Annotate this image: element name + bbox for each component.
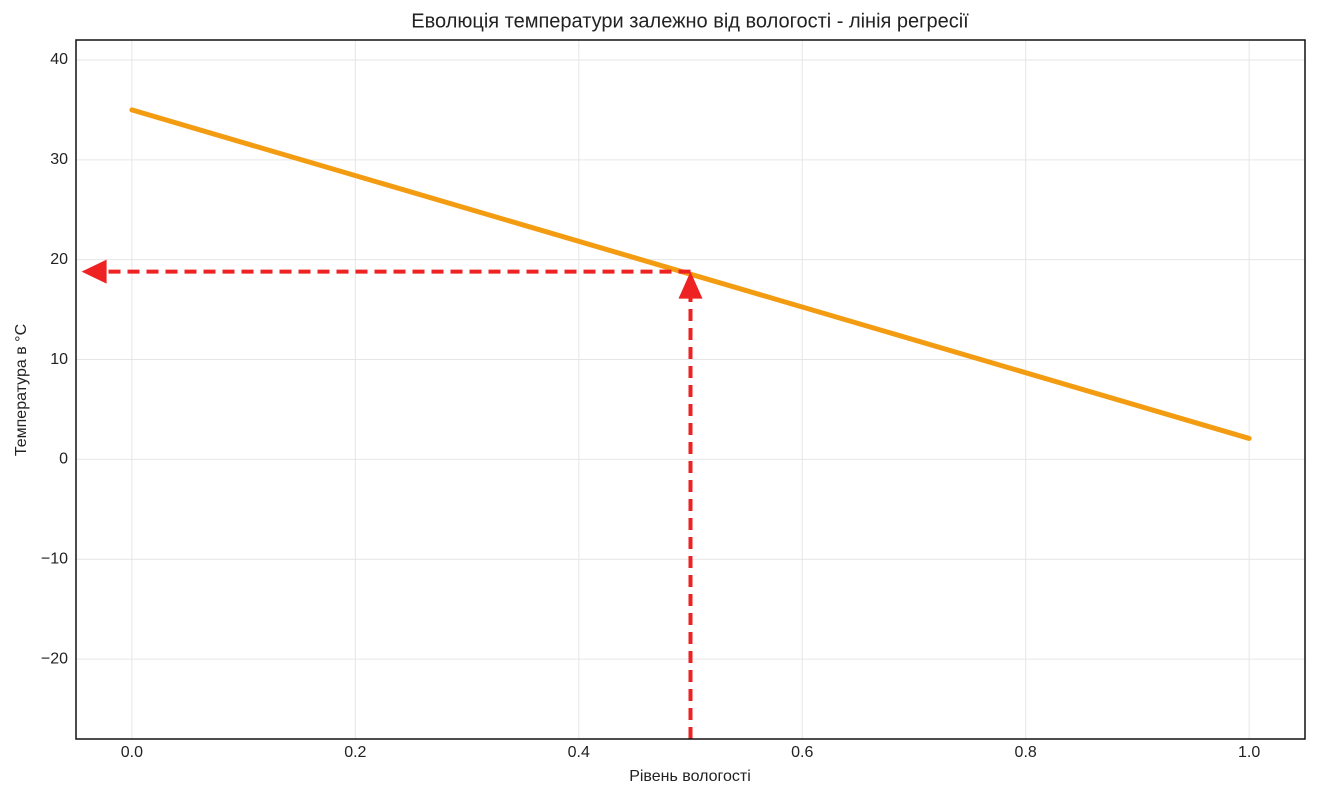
y-tick-label: 0 [59,451,68,468]
x-tick-label: 0.6 [791,744,813,761]
x-tick-label: 0.8 [1015,744,1037,761]
guide-arrowhead-up [678,271,703,299]
x-axis-label: Рівень вологості [629,768,751,785]
x-tick-label: 0.4 [568,744,590,761]
y-tick-label: −10 [41,550,68,567]
y-tick-label: 10 [50,351,68,368]
y-tick-label: 30 [50,151,68,168]
plot-frame [75,39,1306,740]
y-tick-label: 20 [50,251,68,268]
x-tick-label: 1.0 [1238,744,1260,761]
chart-title: Еволюція температури залежно від вологос… [411,10,969,32]
x-tick-label: 0.0 [121,744,143,761]
x-tick-label: 0.2 [344,744,366,761]
y-tick-label: −20 [41,650,68,667]
y-tick-label: 40 [50,51,68,68]
y-axis-label: Температура в °C [13,324,30,456]
guide-arrowhead-left [81,259,107,284]
